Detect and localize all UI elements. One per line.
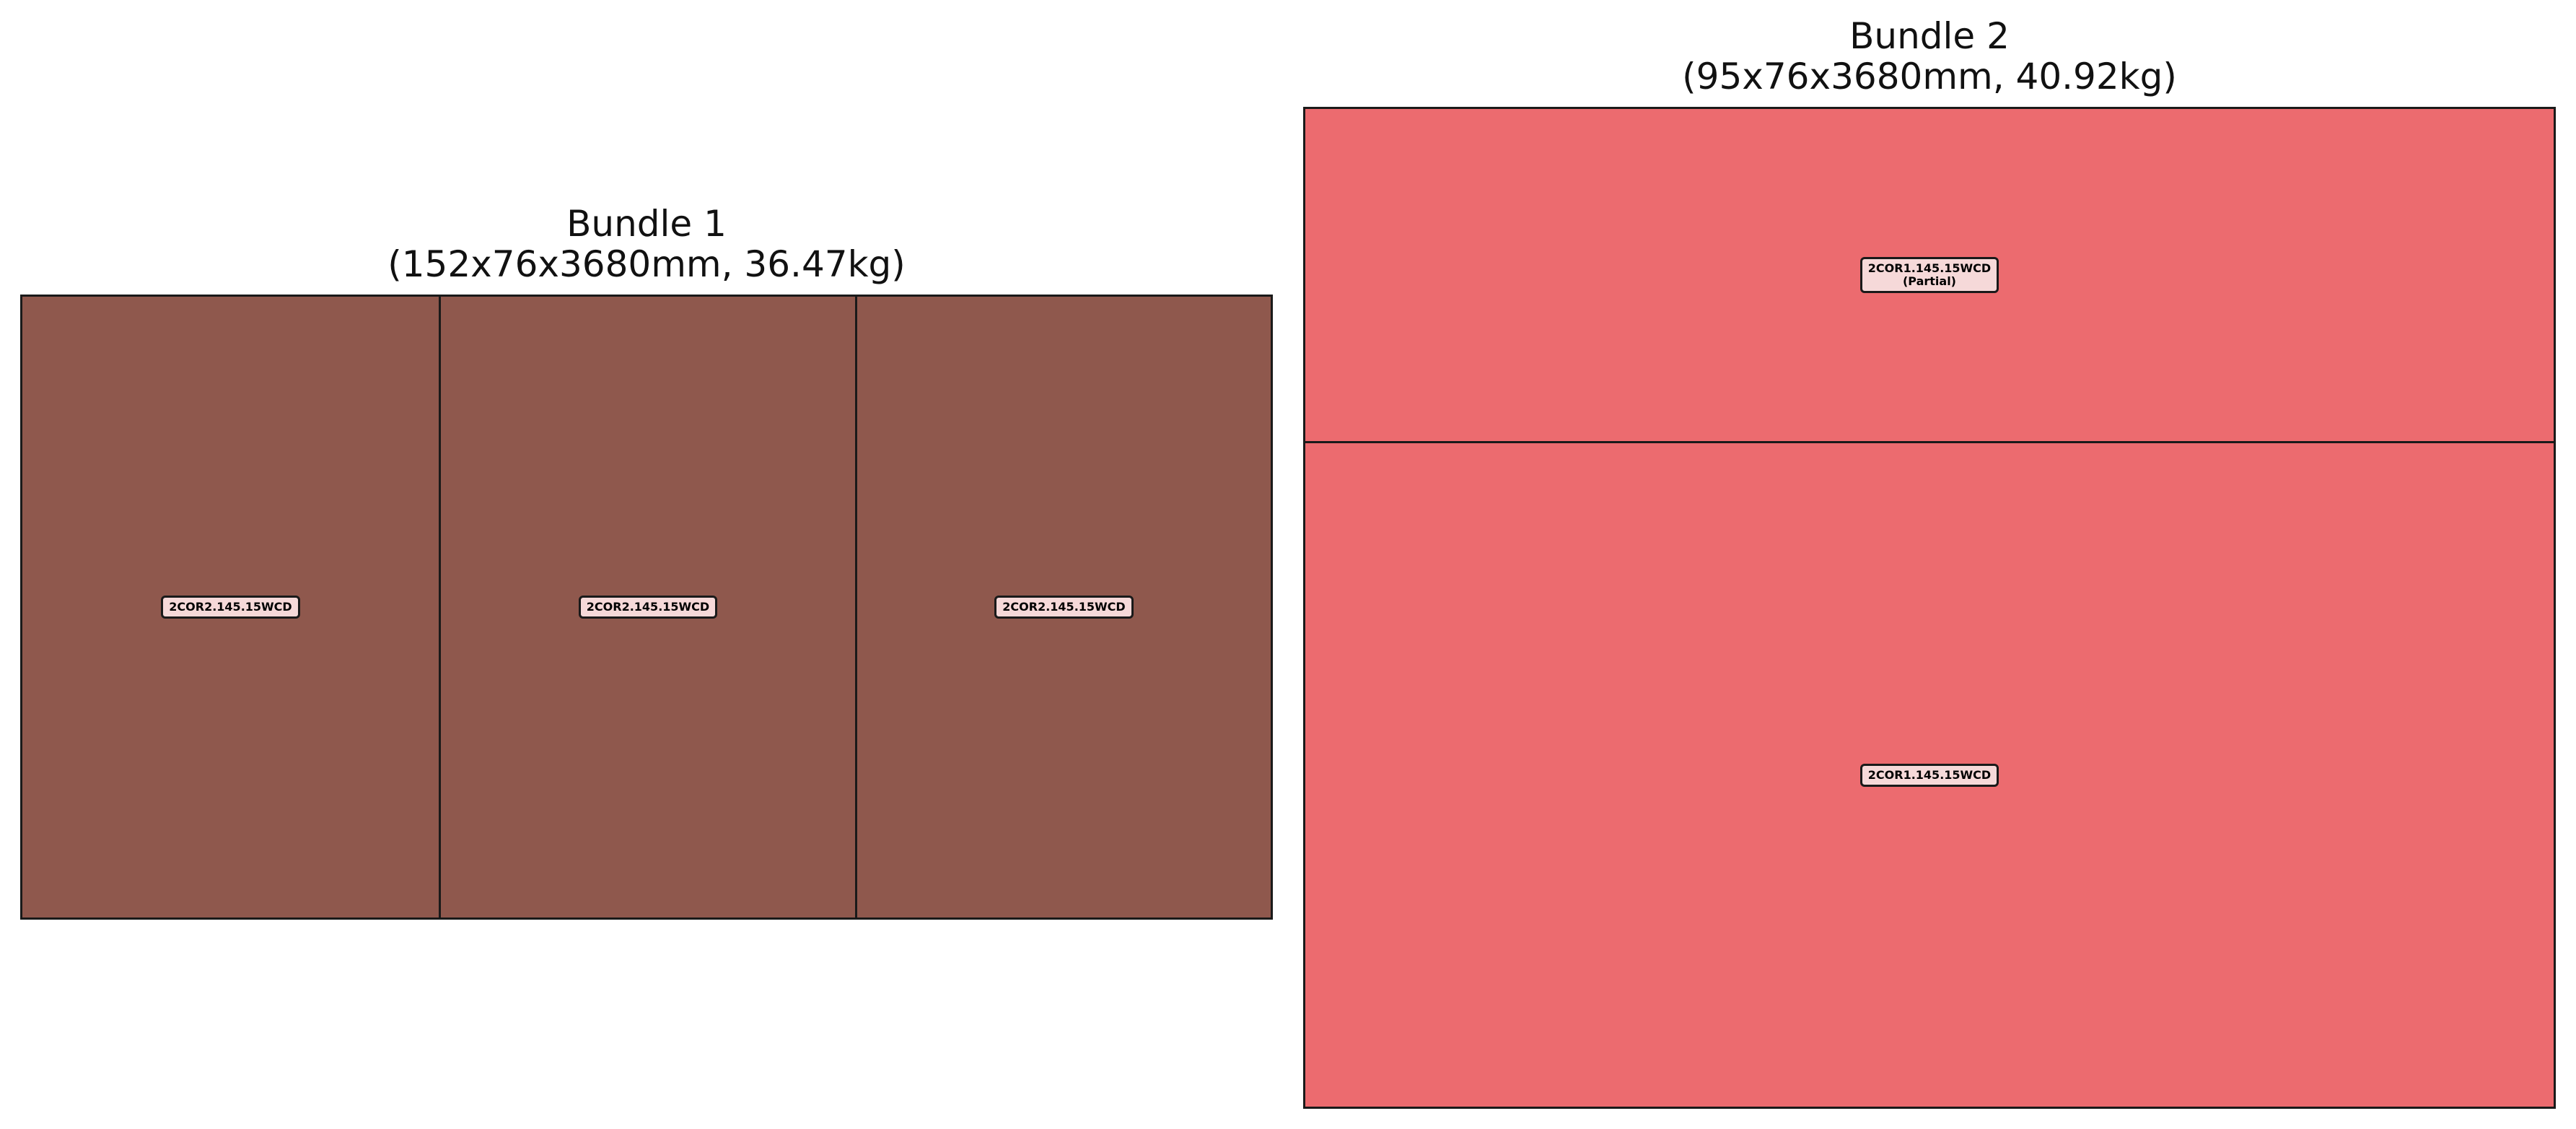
- piece-note: (Partial): [1902, 274, 1956, 288]
- piece-label: 2COR1.145.15WCD (Partial): [1859, 257, 1999, 293]
- piece-label: 2COR2.145.15WCD: [578, 596, 718, 619]
- piece-code: 2COR2.145.15WCD: [586, 600, 710, 614]
- bundle-2-cross-section: 2COR1.145.15WCD (Partial) 2COR1.145.15WCD: [1303, 107, 2556, 1109]
- piece-label: 2COR2.145.15WCD: [161, 596, 300, 619]
- bundle-2-piece: 2COR1.145.15WCD (Partial): [1305, 109, 2554, 441]
- piece-label: 2COR1.145.15WCD: [1859, 763, 1999, 787]
- bundle-1-piece: 2COR2.145.15WCD: [855, 297, 1271, 917]
- bundle-1-piece: 2COR2.145.15WCD: [439, 297, 855, 917]
- bundle-1-title: Bundle 1 (152x76x3680mm, 36.47kg): [20, 204, 1273, 284]
- bundle-1-cross-section: 2COR2.145.15WCD 2COR2.145.15WCD 2COR2.145.…: [20, 295, 1273, 920]
- bundle-2-title-name: Bundle 2: [1849, 15, 2010, 57]
- bundle-1-title-specs: (152x76x3680mm, 36.47kg): [387, 243, 906, 285]
- piece-label: 2COR2.145.15WCD: [994, 596, 1134, 619]
- bundle-1-piece: 2COR2.145.15WCD: [22, 297, 439, 917]
- piece-code: 2COR2.145.15WCD: [169, 600, 292, 614]
- bundle-2: Bundle 2 (95x76x3680mm, 40.92kg) 2COR1.1…: [1303, 0, 2556, 1112]
- piece-code: 2COR2.145.15WCD: [1002, 600, 1126, 614]
- bundle-2-piece: 2COR1.145.15WCD: [1305, 441, 2554, 1107]
- piece-code: 2COR1.145.15WCD: [1867, 261, 1992, 275]
- bundle-2-title-specs: (95x76x3680mm, 40.92kg): [1682, 56, 2177, 97]
- bundle-1: Bundle 1 (152x76x3680mm, 36.47kg) 2COR2.…: [20, 0, 1273, 924]
- bundle-1-title-name: Bundle 1: [566, 203, 727, 245]
- bundle-2-title: Bundle 2 (95x76x3680mm, 40.92kg): [1303, 16, 2556, 97]
- piece-code: 2COR1.145.15WCD: [1867, 767, 1992, 782]
